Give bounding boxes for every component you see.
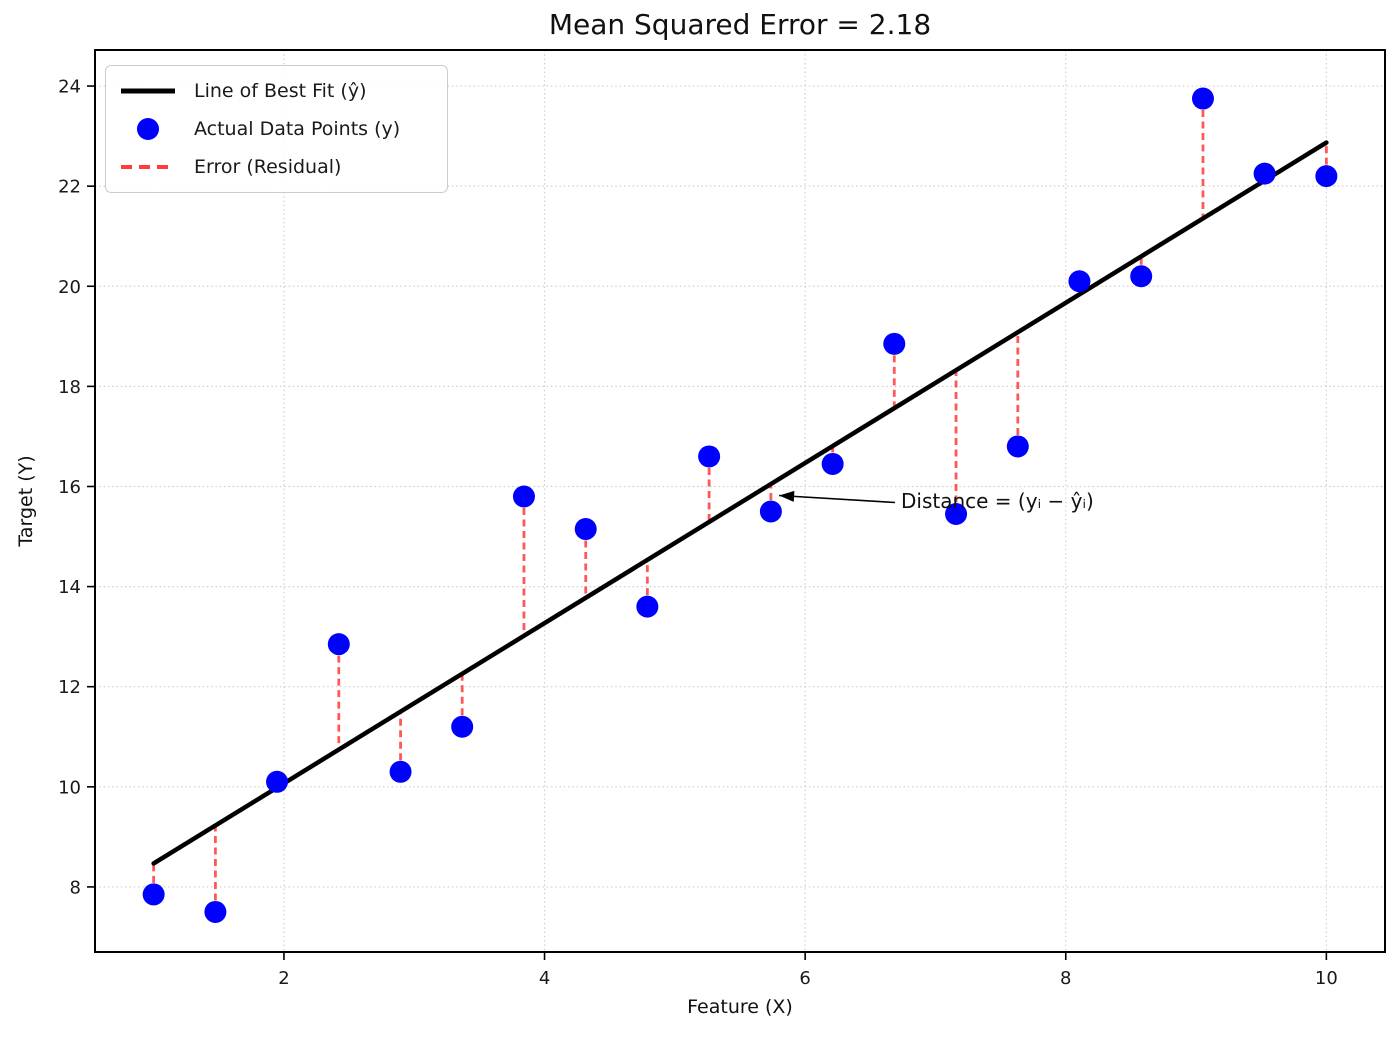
best-fit-line — [151, 140, 1329, 866]
y-tick-label: 18 — [58, 377, 81, 398]
legend-item-best-fit: Line of Best Fit (ŷ) — [118, 72, 435, 110]
y-tick-label: 22 — [58, 177, 81, 198]
y-tick-label: 12 — [58, 677, 81, 698]
legend-label-best-fit: Line of Best Fit (ŷ) — [194, 80, 367, 102]
y-tick-label: 20 — [58, 277, 81, 298]
y-tick-label: 14 — [58, 577, 81, 598]
legend-item-data-points: Actual Data Points (y) — [118, 110, 435, 148]
annotation-arrow — [779, 494, 896, 504]
data-point — [204, 900, 227, 923]
legend-line-swatch — [118, 87, 178, 95]
data-point — [512, 485, 535, 508]
data-point — [1130, 265, 1153, 288]
data-point — [698, 445, 721, 468]
data-point — [266, 770, 289, 793]
legend-label-error: Error (Residual) — [194, 156, 342, 178]
data-point — [389, 760, 412, 783]
legend-item-error: Error (Residual) — [118, 148, 435, 186]
x-tick-label: 8 — [1060, 968, 1071, 989]
x-tick-label: 4 — [539, 968, 550, 989]
data-point — [327, 633, 350, 656]
legend-dashed-swatch — [118, 163, 178, 171]
data-point — [574, 518, 597, 541]
y-axis-label: Target (Y) — [15, 455, 37, 547]
data-point — [1006, 435, 1029, 458]
data-point — [945, 503, 968, 526]
plot-frame — [94, 49, 1386, 953]
chart-title: Mean Squared Error = 2.18 — [548, 8, 932, 41]
data-point — [451, 715, 474, 738]
y-tick-label: 24 — [58, 77, 81, 98]
legend-marker-swatch — [118, 116, 178, 142]
data-point — [142, 883, 165, 906]
data-point — [883, 332, 906, 355]
legend: Line of Best Fit (ŷ) Actual Data Points … — [105, 65, 448, 193]
data-point — [1315, 165, 1338, 188]
residual-annotation: Distance = (yᵢ − ŷᵢ) — [901, 489, 1094, 513]
annotation-arrowhead — [779, 490, 795, 502]
data-point — [636, 595, 659, 618]
y-tick-label: 8 — [70, 877, 81, 898]
x-tick-label: 6 — [799, 968, 810, 989]
data-point — [1253, 162, 1276, 185]
y-tick-label: 10 — [58, 777, 81, 798]
data-point — [1191, 87, 1214, 110]
x-tick-label: 2 — [278, 968, 289, 989]
data-point — [1068, 270, 1091, 293]
legend-label-data-points: Actual Data Points (y) — [194, 118, 401, 140]
y-tick-label: 16 — [58, 477, 81, 498]
x-axis-label: Feature (X) — [687, 996, 793, 1018]
data-point — [759, 500, 782, 523]
x-tick-label: 10 — [1315, 968, 1338, 989]
data-point — [821, 452, 844, 475]
